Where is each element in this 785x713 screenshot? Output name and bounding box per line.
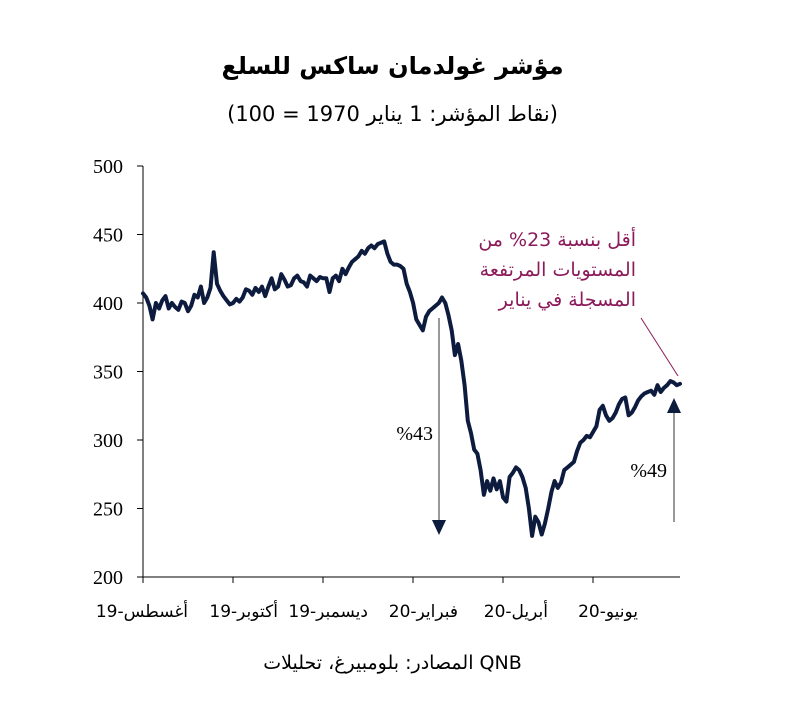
index-series-line	[141, 239, 682, 538]
drop-arrowhead	[432, 520, 446, 535]
chart-subtitle: (نقاط المؤشر: 1 يناير 1970 = 100)	[227, 102, 558, 126]
y-tick-label: 450	[93, 225, 123, 247]
chart-title: مؤشر غولدمان ساكس للسلع	[221, 52, 564, 80]
rise-label: %49	[630, 460, 667, 482]
x-tick-label: أغسطس-19	[96, 600, 188, 622]
x-tick-label: أكتوبر-19	[209, 600, 278, 622]
x-tick-label: ديسمبر-19	[288, 602, 368, 622]
note-line-2: المستويات المرتفعة	[480, 259, 636, 281]
y-tick-label: 250	[93, 499, 123, 521]
rise-arrowhead	[667, 398, 681, 413]
x-tick-label: فبراير-20	[389, 602, 458, 622]
drop-label: %43	[396, 423, 433, 445]
x-axis: أغسطس-19 أكتوبر-19 ديسمبر-19 فبراير-20 أبريل…	[96, 576, 680, 622]
y-tick-label: 300	[93, 430, 123, 452]
y-tick-label: 350	[93, 362, 123, 384]
note-line-1: أقل بنسبة 23% من	[478, 227, 636, 251]
x-tick-label: أبريل-20	[484, 600, 548, 622]
note-leader-line	[640, 317, 679, 377]
note-line-3: المسجلة في يناير	[498, 289, 636, 311]
y-tick-label: 400	[93, 293, 123, 315]
source-note: المصادر: بلومبيرغ، تحليلات QNB	[263, 652, 522, 674]
x-tick-label: يونيو-20	[578, 602, 638, 622]
y-tick-label: 500	[93, 156, 123, 178]
y-tick-label: 200	[93, 567, 123, 589]
y-axis: 500 450 400 350 300 250 200	[93, 156, 144, 589]
